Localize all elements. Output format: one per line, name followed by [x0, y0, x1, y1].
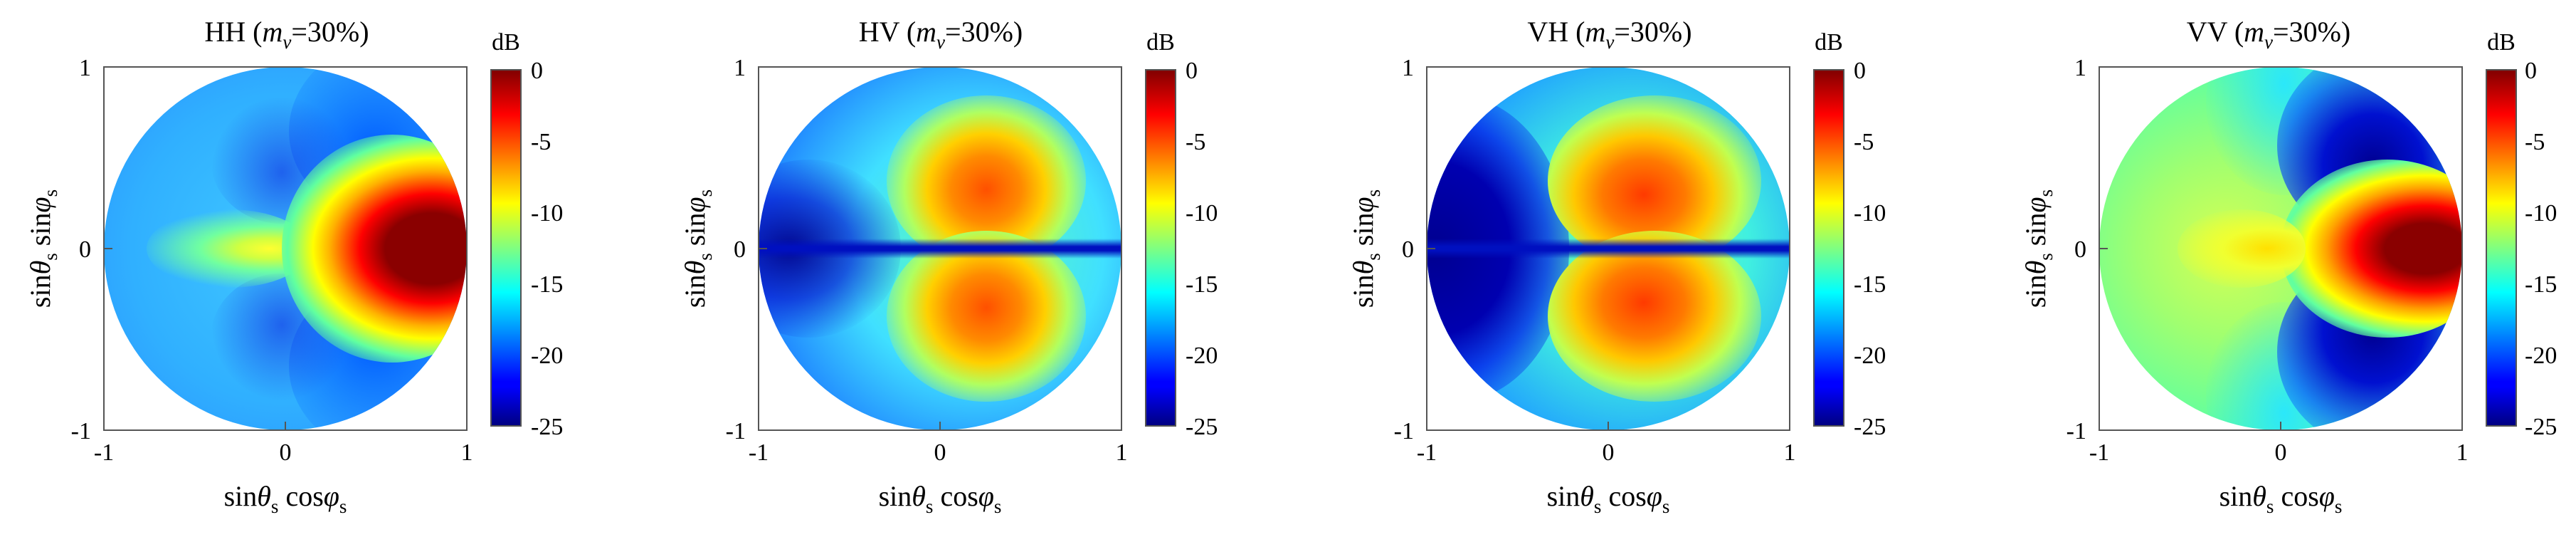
y-tick-label: 0 — [79, 236, 91, 263]
y-axis-label: sinθs sinφs — [24, 189, 61, 308]
colorbar-tick-label: 0 — [1186, 58, 1198, 84]
x-axis-label: sinθs cosφs — [224, 480, 347, 517]
y-axis-label: sinθs sinφs — [1347, 189, 1384, 308]
colorbar-tick-label: -25 — [1186, 414, 1218, 440]
y-axis-label: sinθs sinφs — [679, 189, 716, 308]
y-tick-label: -1 — [1394, 418, 1414, 444]
y-tick-label: 0 — [1402, 236, 1414, 263]
heatmap-disk — [1427, 67, 1790, 430]
heatmap-disk — [759, 67, 1121, 430]
colorbar-tick-label: -25 — [531, 414, 563, 440]
colorbar-tick-label: -10 — [2525, 200, 2557, 226]
panel-title: HV (mv=30%) — [859, 16, 1023, 53]
colorbar-ramp — [2486, 69, 2517, 427]
y-axis-label: sinθs sinφs — [2020, 189, 2057, 308]
y-tick-label: 0 — [2074, 236, 2086, 263]
colorbar-unit: dB — [492, 29, 520, 56]
x-tick-label: -1 — [749, 439, 769, 466]
x-tick-label: 1 — [1784, 439, 1796, 466]
colorbar-tick-label: -25 — [2525, 414, 2557, 440]
x-tick-label: -1 — [2089, 439, 2109, 466]
colorbar-ramp — [490, 69, 522, 427]
pattern-forward-lobe — [282, 135, 467, 363]
panel-title: HH (mv=30%) — [204, 16, 369, 53]
colorbar-unit: dB — [2487, 29, 2516, 56]
y-tick-label: 1 — [734, 55, 746, 81]
colorbar-tick-label: -10 — [1186, 200, 1218, 226]
heatmap-field — [104, 67, 467, 430]
heatmap-disk — [2099, 67, 2462, 430]
y-tick-label: 0 — [734, 236, 746, 263]
colorbar-ramp — [1145, 69, 1176, 427]
colorbar-tick-label: -10 — [1854, 200, 1886, 226]
x-axis-label: sinθs cosφs — [879, 480, 1002, 517]
y-tick-label: 1 — [79, 55, 91, 81]
colorbar-tick-label: -20 — [2525, 343, 2557, 369]
colorbar-tick-label: -5 — [2525, 129, 2545, 155]
colorbar-ramp — [1813, 69, 1844, 427]
pattern-null-band — [1427, 239, 1790, 259]
pattern-null-band — [759, 239, 1121, 259]
y-tick-label: -1 — [71, 418, 91, 444]
colorbar-tick-label: -5 — [531, 129, 551, 155]
pattern-lower-lobe — [887, 231, 1086, 402]
panel-vv: VV (mv=30%) -1 0 1 1 0 -1 sinθs cosφs si… — [2020, 16, 2557, 517]
colorbar-tick-label: 0 — [2525, 58, 2537, 84]
colorbar-tick-label: 0 — [1854, 58, 1866, 84]
colorbar-tick-label: -15 — [1186, 271, 1218, 298]
colorbar-tick-label: -20 — [1186, 343, 1218, 369]
y-tick-label: -1 — [2066, 418, 2086, 444]
colorbar: dB 0 -5 -10 -15 -20 -25 — [1145, 29, 1218, 440]
colorbar-tick-label: -5 — [1854, 129, 1874, 155]
panel-title: VV (mv=30%) — [2187, 16, 2350, 53]
x-tick-label: 0 — [280, 439, 292, 466]
x-tick-label: -1 — [1417, 439, 1437, 466]
x-tick-label: -1 — [94, 439, 114, 466]
colorbar-tick-label: 0 — [531, 58, 543, 84]
colorbar-tick-label: -15 — [531, 271, 563, 298]
x-tick-label: 0 — [1603, 439, 1615, 466]
colorbar-tick-label: -15 — [2525, 271, 2557, 298]
heatmap-field — [759, 67, 1121, 430]
panel-title: VH (mv=30%) — [1527, 16, 1691, 53]
colorbar-tick-label: -20 — [1854, 343, 1886, 369]
colorbar-unit: dB — [1146, 29, 1175, 56]
pattern-forward-lobe — [2281, 160, 2462, 338]
colorbar: dB 0 -5 -10 -15 -20 -25 — [2486, 29, 2557, 440]
y-tick-label: -1 — [726, 418, 746, 444]
x-axis-label: sinθs cosφs — [1547, 480, 1670, 517]
panel-hv: HV (mv=30%) -1 0 1 1 0 -1 sinθs cosφs si… — [679, 16, 1218, 517]
x-tick-label: 1 — [1116, 439, 1128, 466]
colorbar-tick-label: -15 — [1854, 271, 1886, 298]
panel-vh: VH (mv=30%) -1 0 1 1 0 -1 sinθs cosφs si… — [1347, 16, 1886, 517]
colorbar: dB 0 -5 -10 -15 -20 -25 — [1813, 29, 1886, 440]
heatmap-field — [1427, 67, 1790, 430]
x-tick-label: 0 — [934, 439, 946, 466]
colorbar-tick-label: -5 — [1186, 129, 1205, 155]
heatmap-disk — [104, 67, 467, 430]
pattern-lower-lobe — [1548, 231, 1761, 402]
x-tick-label: 1 — [461, 439, 473, 466]
x-tick-label: 1 — [2456, 439, 2469, 466]
colorbar-unit: dB — [1815, 29, 1843, 56]
colorbar-tick-label: -20 — [531, 343, 563, 369]
x-axis-label: sinθs cosφs — [2219, 480, 2343, 517]
colorbar: dB 0 -5 -10 -15 -20 -25 — [490, 29, 563, 440]
y-tick-label: 1 — [1402, 55, 1414, 81]
heatmap-field — [2099, 67, 2462, 430]
x-tick-label: 0 — [2275, 439, 2287, 466]
pattern-back-lobe — [2178, 209, 2306, 288]
colorbar-tick-label: -25 — [1854, 414, 1886, 440]
colorbar-tick-label: -10 — [531, 200, 563, 226]
y-tick-label: 1 — [2074, 55, 2086, 81]
panel-hh: HH (mv=30%) -1 0 1 1 0 -1 sinθs cosφs si… — [24, 16, 563, 517]
